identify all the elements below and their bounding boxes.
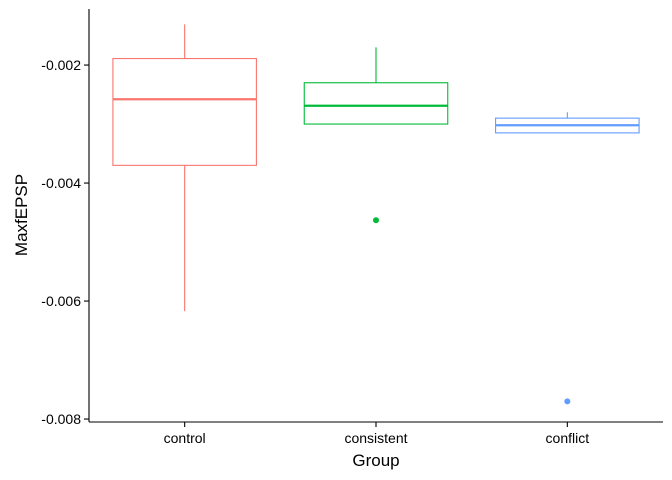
plot-area — [112, 24, 640, 405]
outlier-point — [373, 217, 379, 224]
y-axis-ticks: -0.002 -0.004 -0.006 -0.008 — [41, 57, 89, 427]
outlier-point — [564, 398, 571, 405]
box-conflict — [495, 112, 640, 405]
x-axis-ticks: control consistent conflict — [164, 422, 590, 446]
box-iqr — [112, 58, 257, 166]
box-consistent — [303, 47, 449, 224]
box-control — [112, 24, 257, 312]
y-tick-label: -0.008 — [41, 411, 81, 427]
y-axis-title: MaxfEPSP — [12, 174, 31, 256]
box-iqr — [303, 82, 449, 125]
y-tick-label: -0.004 — [41, 175, 81, 191]
y-tick-label: -0.006 — [41, 293, 81, 309]
x-tick-label: consistent — [344, 430, 407, 446]
x-tick-label: control — [164, 430, 206, 446]
x-axis-title: Group — [352, 451, 399, 470]
y-tick-label: -0.002 — [41, 57, 81, 73]
x-tick-label: conflict — [546, 430, 590, 446]
